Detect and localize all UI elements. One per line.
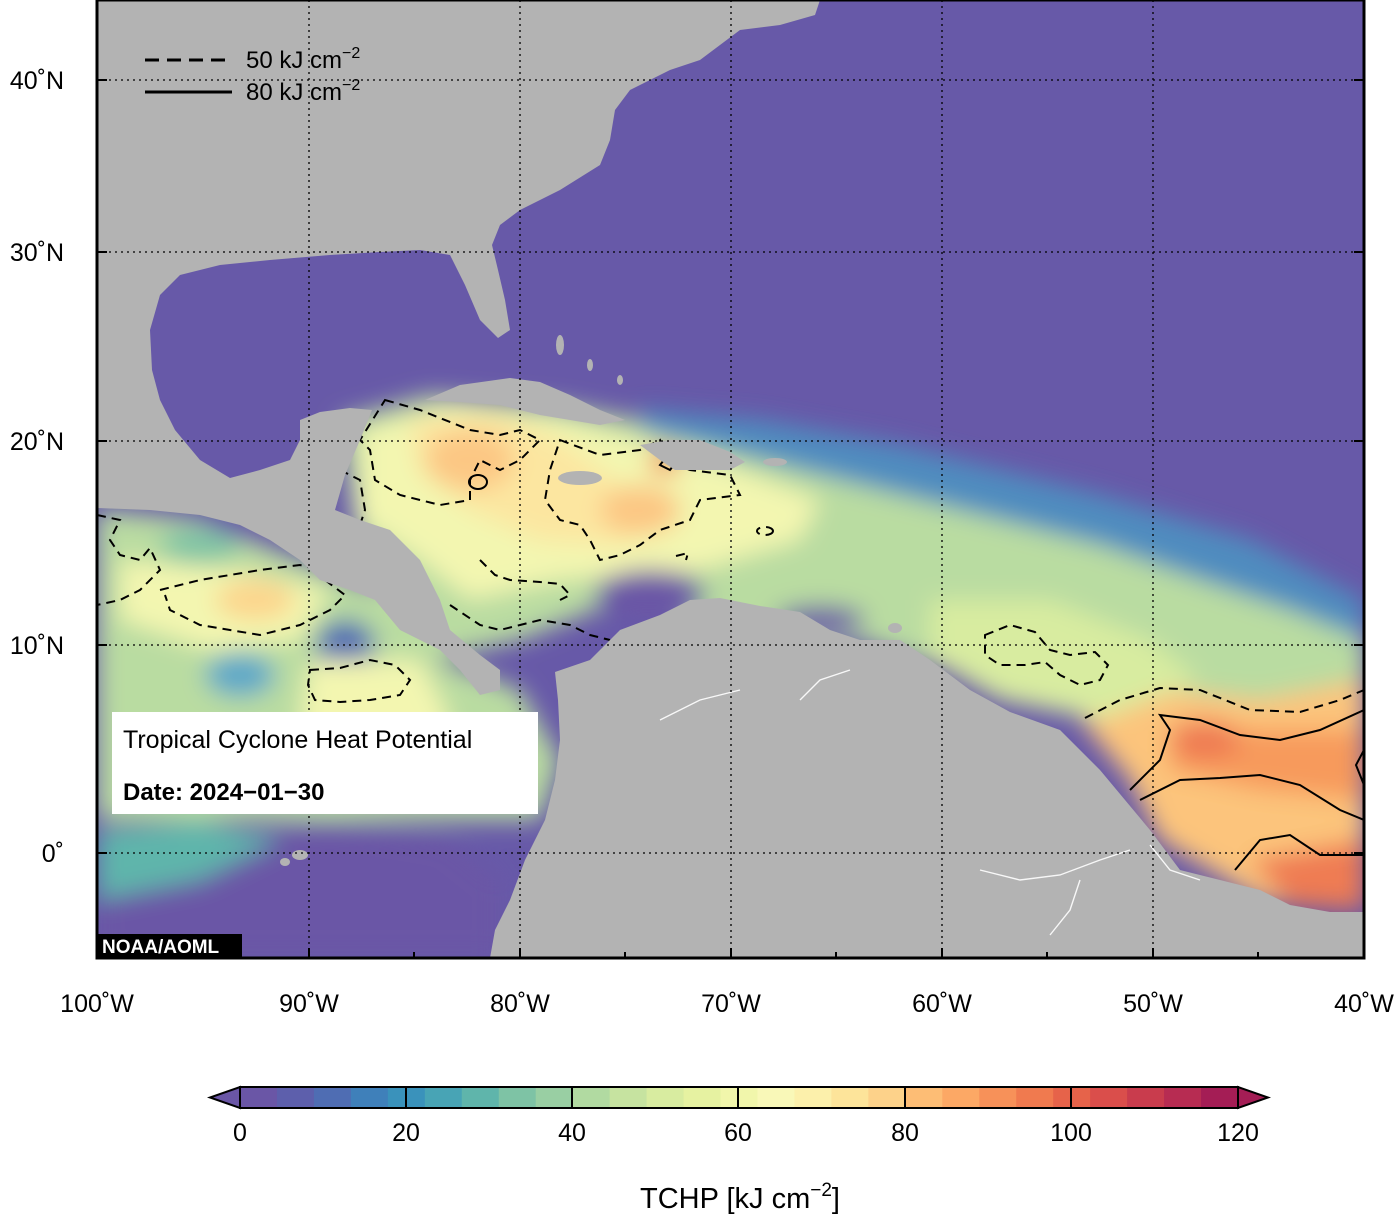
colorbar-tick-labels: 0 20 40 60 80 100 120 — [233, 1119, 1259, 1147]
legend-dashed-label: 50 kJ cm — [246, 47, 342, 74]
colorbar-cell — [461, 1087, 500, 1108]
colorbar-title: TCHP [kJ cm−2] — [640, 1180, 840, 1215]
lon-tick-label: 50˚W — [1123, 990, 1183, 1018]
lat-tick-label: 30˚N — [10, 239, 64, 267]
cuba-land — [425, 378, 625, 425]
colorbar-low-arrow — [206, 1085, 241, 1110]
colorbar-cell — [868, 1087, 906, 1108]
colorbar-tick-label: 100 — [1050, 1119, 1092, 1147]
colorbar-cell — [424, 1087, 463, 1108]
colorbar-cell — [498, 1087, 537, 1108]
lat-tick-labels: 40˚N 30˚N 20˚N 10˚N 0˚ — [10, 67, 64, 868]
lon-tick-label: 100˚W — [60, 990, 134, 1018]
colorbar: 0 20 40 60 80 100 120 TCHP [kJ cm−2] — [206, 1085, 1272, 1215]
colorbar-tick-label: 20 — [392, 1119, 420, 1147]
colorbar-cell — [1164, 1087, 1202, 1108]
colorbar-cell — [276, 1087, 315, 1108]
lon-tick-label: 80˚W — [490, 990, 550, 1018]
colorbar-cell — [1016, 1087, 1054, 1108]
colorbar-tick-label: 80 — [891, 1119, 919, 1147]
colorbar-ticks — [239, 1087, 1239, 1108]
colorbar-cell — [942, 1087, 980, 1108]
svg-text:50 kJ cm−2: 50 kJ cm−2 — [246, 45, 360, 74]
colorbar-cell — [535, 1087, 574, 1108]
lat-tick-label: 20˚N — [10, 428, 64, 456]
colorbar-tick-label: 0 — [233, 1119, 247, 1147]
colorbar-cell — [720, 1087, 759, 1108]
info-box: Tropical Cyclone Heat Potential Date: 20… — [112, 712, 538, 814]
colorbar-cell — [240, 1087, 278, 1108]
lat-tick-label: 40˚N — [10, 67, 64, 95]
lon-tick-label: 70˚W — [701, 990, 761, 1018]
colorbar-cell — [572, 1087, 611, 1108]
colorbar-cell — [1127, 1087, 1165, 1108]
info-title: Tropical Cyclone Heat Potential — [123, 726, 472, 754]
colorbar-cell — [1201, 1087, 1239, 1108]
contour-legend: 50 kJ cm−2 80 kJ cm−2 — [145, 45, 360, 106]
contour-80 — [468, 453, 1364, 871]
rivers — [659, 669, 1201, 936]
svg-text:80 kJ cm−2: 80 kJ cm−2 — [246, 77, 360, 106]
colorbar-cell — [757, 1087, 796, 1108]
colorbar-cell — [905, 1087, 943, 1108]
colorbar-cell — [646, 1087, 685, 1108]
legend-exponent: −2 — [342, 77, 360, 94]
puerto-rico-land — [763, 458, 787, 466]
colorbar-tick-label: 60 — [724, 1119, 752, 1147]
colorbar-high-arrow — [1237, 1085, 1272, 1110]
legend-exponent: −2 — [342, 45, 360, 62]
colorbar-cell — [350, 1087, 389, 1108]
lon-tick-label: 60˚W — [912, 990, 972, 1018]
colorbar-cells — [240, 1087, 1239, 1108]
colorbar-cell — [609, 1087, 648, 1108]
lon-tick-label: 40˚W — [1334, 990, 1394, 1018]
colorbar-cell — [1090, 1087, 1128, 1108]
colorbar-cell — [979, 1087, 1017, 1108]
jamaica-land — [558, 471, 602, 485]
credit-box: NOAA/AOML — [97, 934, 242, 958]
colorbar-cell — [831, 1087, 869, 1108]
legend-solid-label: 80 kJ cm — [246, 79, 342, 106]
north-america-land — [97, 0, 820, 695]
colorbar-cell — [313, 1087, 352, 1108]
colorbar-cell — [683, 1087, 722, 1108]
hispaniola-land — [640, 440, 745, 470]
lat-tick-label: 0˚ — [42, 840, 64, 868]
map-panel — [97, 0, 1364, 958]
south-america-land — [490, 598, 1364, 958]
colorbar-tick-label: 40 — [558, 1119, 586, 1147]
credit-text: NOAA/AOML — [102, 937, 220, 958]
lon-tick-labels: 100˚W 90˚W 80˚W 70˚W 60˚W 50˚W 40˚W — [60, 990, 1394, 1018]
lon-tick-label: 90˚W — [279, 990, 339, 1018]
colorbar-cell — [794, 1087, 832, 1108]
info-date: Date: 2024−01−30 — [123, 779, 325, 806]
land-masses — [97, 0, 1364, 958]
lat-tick-label: 10˚N — [10, 632, 64, 660]
colorbar-tick-label: 120 — [1217, 1119, 1259, 1147]
